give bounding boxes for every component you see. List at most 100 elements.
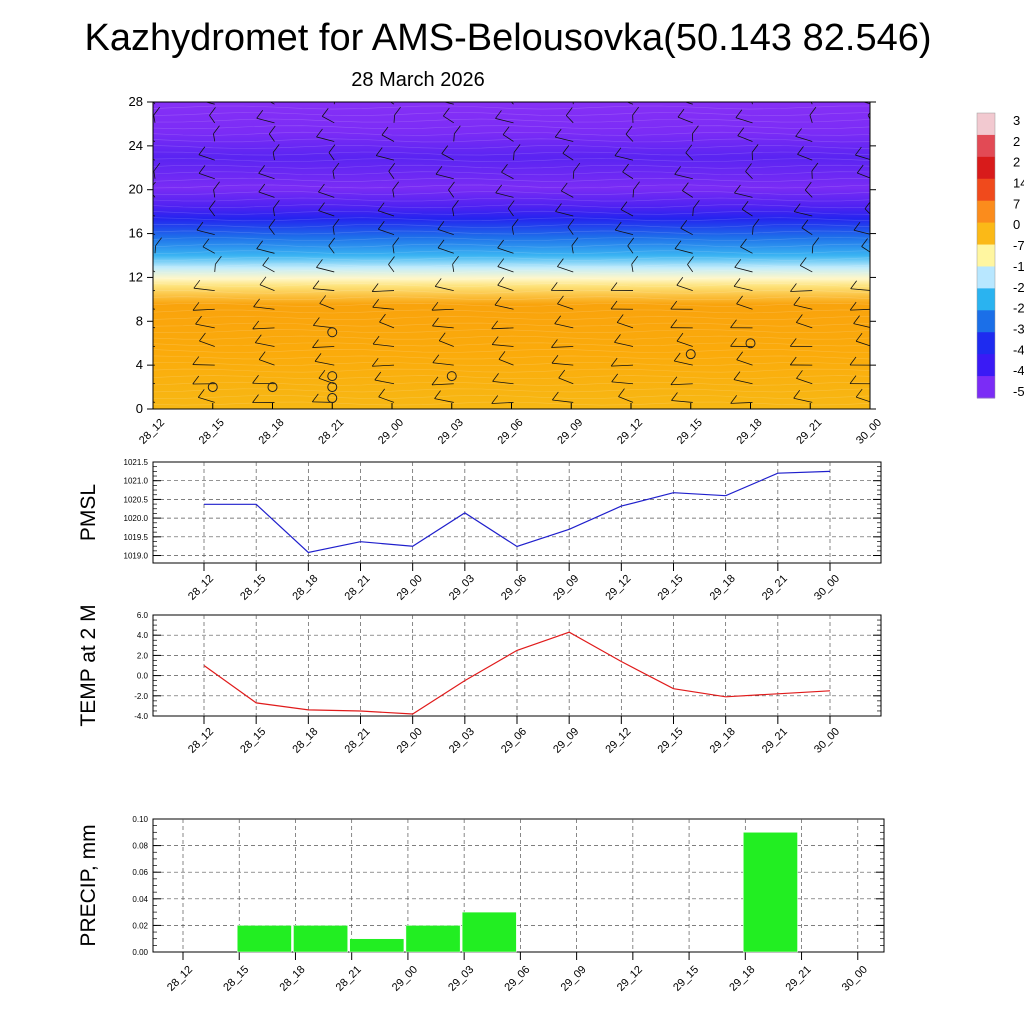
x-tick-label: 30_00 [854,417,884,447]
wind-barb-flag [143,220,149,228]
x-tick-label: 28_12 [186,726,216,756]
wind-barb-flag [136,297,142,305]
x-tick-label: 29_12 [603,573,633,603]
x-tick-label: 29_15 [656,573,686,603]
y-tick-label: 1020.5 [124,495,149,504]
y-tick-label: 1020.0 [124,514,149,523]
x-tick-label: 28_15 [197,417,227,447]
colorbar-swatch [977,113,995,135]
precip-bar [462,912,516,952]
x-tick-label: 29_09 [551,726,581,756]
wind-barb-flag [150,89,156,97]
colorbar-swatch [977,376,995,398]
colorbar-label: 3 [1013,113,1020,128]
wind-barb-flag [573,88,579,96]
wind-barb [872,264,873,272]
x-tick-label: 29_09 [555,417,585,447]
wind-barb-flag [618,90,624,98]
y-tick-label: 0.04 [132,895,148,904]
x-tick-label: 29_15 [656,726,686,756]
wind-barb-flag [855,91,861,99]
x-tick-label: 29_06 [499,726,529,756]
y-tick-label: 12 [129,269,143,284]
x-tick-label: 29_03 [446,964,476,994]
y-tick-label: 24 [129,138,143,153]
colorbar-label: 7 [1013,196,1020,211]
colorbar-label: -2 [1013,301,1024,316]
x-tick-label: 29_03 [447,573,477,603]
y-tick-label: 1019.0 [124,552,149,561]
x-tick-label: 29_21 [784,964,814,994]
colorbar-swatch [977,157,995,179]
y-tick-label: 1021.0 [124,477,149,486]
y-tick-label: -2.0 [134,692,148,701]
wind-barb-flag [870,126,876,134]
x-tick-label: 30_00 [812,573,842,603]
colorbar-label: -4 [1013,342,1024,357]
wind-barb [133,291,155,292]
x-tick-label: 29_15 [675,417,705,447]
x-tick-label: 29_12 [615,964,645,994]
x-tick-label: 30_00 [840,964,870,994]
y-tick-label: 8 [136,313,143,328]
y-tick-label: 0.06 [132,868,148,877]
pmsl-panel: 1019.01019.51020.01020.51021.01021.528_1… [77,458,881,603]
colorbar-label: -2 [1013,280,1024,295]
x-tick-label: 30_00 [812,726,842,756]
x-tick-label: 28_12 [137,417,167,447]
x-tick-label: 29_00 [395,573,425,603]
y-tick-label: 16 [129,226,143,241]
x-tick-label: 29_00 [390,964,420,994]
x-tick-label: 29_00 [395,726,425,756]
y-tick-label: 0.0 [137,672,149,681]
colorbar-label: 2 [1013,155,1020,170]
x-tick-label: 28_12 [165,964,195,994]
wind-barb-flag [750,89,756,97]
wind-barb-flag [262,90,268,98]
precip-bar [237,925,291,952]
x-tick-label: 28_15 [238,726,268,756]
x-tick-label: 29_21 [794,417,824,447]
x-tick-label: 28_18 [290,573,320,603]
wind-barb-flag [872,182,878,190]
colorbar-label: -4 [1013,363,1024,378]
colorbar-swatch [977,179,995,201]
colorbar-label: -1 [1013,259,1024,274]
x-tick-label: 29_21 [760,573,790,603]
colorbar-swatch [977,288,995,310]
wind-barb-flag [137,390,143,398]
y-tick-label: 20 [129,182,143,197]
colorbar-label: 14 [1013,176,1024,191]
colorbar-swatch [977,245,995,267]
colorbar-label: -7 [1013,238,1024,253]
y-tick-label: 4.0 [137,631,149,640]
wind-barb-flag [335,88,341,96]
chart-subtitle: 28 March 2026 [351,69,484,91]
y-tick-label: 4 [136,357,143,372]
x-tick-label: 29_12 [603,726,633,756]
precip-bar [293,925,347,952]
x-tick-label: 29_18 [708,573,738,603]
precip-bar [406,925,460,952]
x-tick-label: 28_18 [257,417,287,447]
x-tick-label: 29_21 [760,726,790,756]
wind-barb-flag [436,92,442,100]
precip-bar [350,939,404,952]
x-tick-label: 29_00 [376,417,406,447]
wind-barb-flag [676,91,682,99]
y-tick-label: 0 [136,401,143,416]
y-axis-label: PRECIP, mm [77,824,100,946]
x-tick-label: 28_18 [277,964,307,994]
colorbar-label: -3 [1013,321,1024,336]
x-tick-label: 29_15 [671,964,701,994]
precip-bar [743,832,797,952]
y-tick-label: 0.10 [132,815,148,824]
y-tick-label: 28 [129,94,143,109]
wind-barb-flag [133,338,139,346]
y-axis-label: TEMP at 2 M [77,604,100,726]
x-tick-label: 28_21 [334,964,364,994]
wind-barb [150,97,155,104]
